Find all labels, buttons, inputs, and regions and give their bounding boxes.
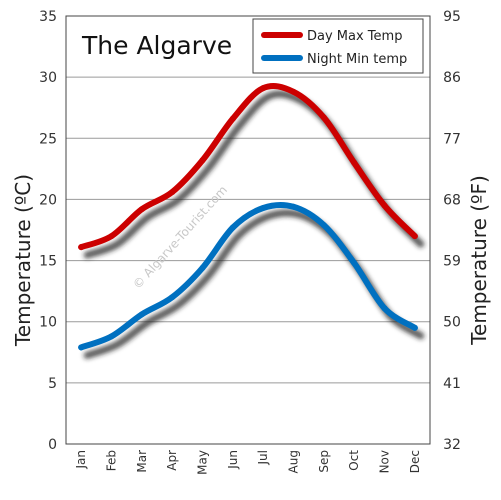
data-point-night-min-temp [108,333,115,340]
x-tick-label: Jul [256,450,270,465]
series-shadow-day-max-temp [83,90,425,259]
y-tick-label-left: 25 [39,131,57,147]
y-tick-label-right: 68 [443,192,461,208]
y-tick-label-left: 10 [39,315,57,331]
data-point-day-max-temp [260,85,267,92]
data-point-day-max-temp [138,206,145,213]
data-point-night-min-temp [169,294,176,301]
y-tick-label-left: 30 [39,70,57,86]
data-point-night-min-temp [320,222,327,229]
y-axis-title-right: Temperature (ºF) [467,175,491,346]
series-layer [78,83,418,351]
y-tick-label-right: 77 [443,131,461,147]
y-tick-label-right: 41 [443,376,461,392]
data-point-day-max-temp [229,115,236,122]
data-point-night-min-temp [138,311,145,318]
legend: Day Max Temp Night Min temp [252,18,424,74]
chart-title: The Algarve [81,31,232,60]
y-tick-label-right: 50 [443,315,461,331]
data-point-night-min-temp [199,264,206,271]
series-line-night-min-temp [78,201,418,351]
y-tick-label-right: 59 [443,254,461,270]
x-tick-label: Nov [378,450,392,473]
plot-frame [65,15,431,445]
data-point-day-max-temp [411,233,418,240]
legend-box [252,18,424,74]
y-tick-label-right: 95 [443,9,461,25]
y-tick-label-left: 0 [48,437,57,453]
legend-label-night-min: Night Min temp [307,52,407,67]
grid-layer [66,76,430,384]
left-axis-ticks: 0 5 10 15 20 25 30 35 [39,9,57,453]
y-tick-label-right: 86 [443,70,461,86]
x-tick-label: Aug [287,450,301,473]
x-tick-label: May [196,450,210,475]
legend-label-day-max: Day Max Temp [307,29,402,44]
data-point-day-max-temp [78,244,85,251]
data-point-night-min-temp [381,305,388,312]
data-point-day-max-temp [320,114,327,121]
x-tick-label: Feb [105,450,119,471]
data-point-night-min-temp [229,224,236,231]
x-tick-label: Dec [408,450,422,473]
data-point-day-max-temp [381,202,388,209]
x-tick-label: Apr [165,450,179,471]
data-point-night-min-temp [78,344,85,351]
y-tick-label-left: 15 [39,254,57,270]
x-tick-label: Jun [226,450,240,470]
data-point-day-max-temp [169,189,176,196]
x-tick-label: Sep [317,450,331,473]
y-tick-label-left: 35 [39,9,57,25]
y-tick-label-left: 20 [39,192,57,208]
y-tick-label-left: 5 [48,376,57,392]
data-point-day-max-temp [199,157,206,164]
data-point-day-max-temp [351,159,358,166]
x-tick-label: Jan [74,450,88,470]
x-tick-label: Oct [347,450,361,471]
data-point-night-min-temp [260,204,267,211]
y-tick-label-right: 32 [443,437,461,453]
data-point-night-min-temp [351,260,358,267]
x-axis-ticks: Jan Feb Mar Apr May Jun Jul Aug Sep Oct Nov Dec [74,450,422,475]
right-axis-ticks: 32 41 50 59 68 77 86 95 [443,9,461,453]
series-line-day-max-temp [78,83,418,251]
data-point-night-min-temp [290,203,297,210]
data-point-day-max-temp [290,88,297,95]
y-axis-title-left: Temperature (ºC) [11,174,35,347]
data-point-night-min-temp [411,324,418,331]
data-point-day-max-temp [108,233,115,240]
x-tick-label: Mar [135,450,149,473]
